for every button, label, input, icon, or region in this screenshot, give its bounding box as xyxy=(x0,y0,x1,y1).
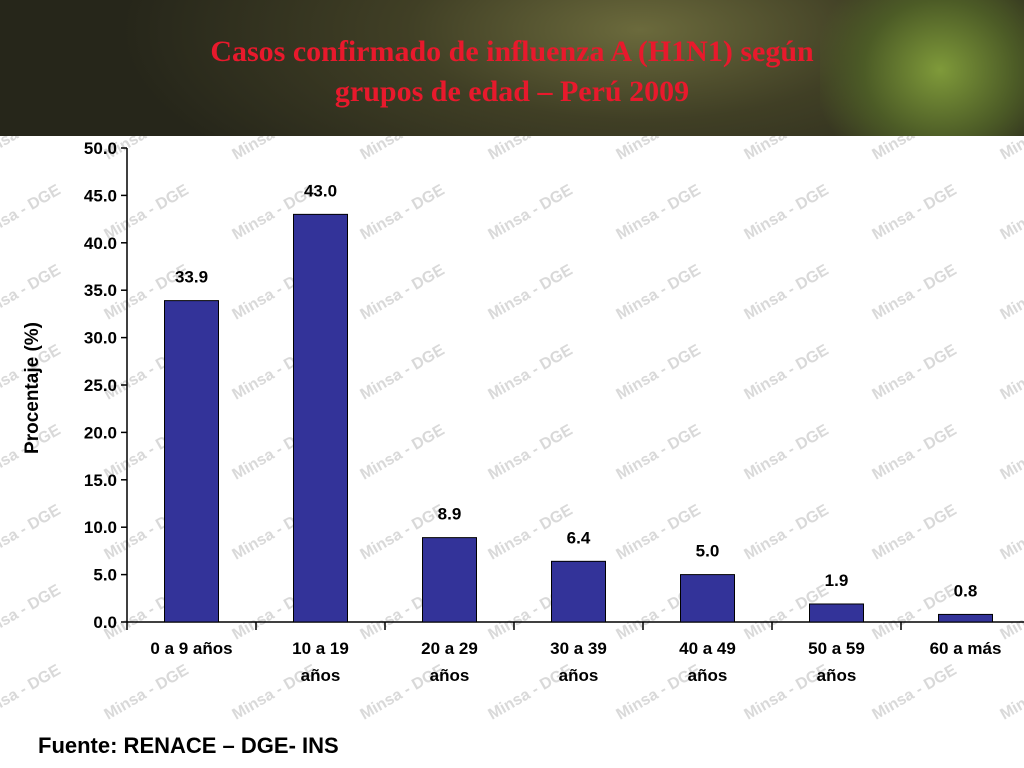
data-label-1: 43.0 xyxy=(304,181,337,200)
watermark-40: Minsa - DGE xyxy=(486,421,576,483)
watermark-31: Minsa - DGE xyxy=(486,341,576,403)
watermark-13: Minsa - DGE xyxy=(486,181,576,243)
y-tick-label-4: 20.0 xyxy=(84,423,117,442)
y-tick-label-8: 40.0 xyxy=(84,234,117,253)
watermark-43: Minsa - DGE xyxy=(870,421,960,483)
y-axis-label: Procentaje (%) xyxy=(22,322,43,454)
chart-labels: 33.9 0 a 9 años 43.0 10 a 19 años 8.9 20 a 29 a… xyxy=(150,181,1001,685)
y-tick-label-6: 30.0 xyxy=(84,329,117,348)
bar-0 xyxy=(164,300,219,623)
watermark-9: Minsa - DGE xyxy=(0,181,64,243)
watermark-52: Minsa - DGE xyxy=(870,501,960,563)
watermark-33: Minsa - DGE xyxy=(742,341,832,403)
y-tick-label-5: 25.0 xyxy=(84,376,117,395)
category-label-1-0: 10 a 19 xyxy=(292,639,349,658)
y-tick-label-0: 0.0 xyxy=(93,613,117,632)
watermark-39: Minsa - DGE xyxy=(358,421,448,483)
data-label-6: 0.8 xyxy=(954,581,978,600)
y-tick-label-1: 5.0 xyxy=(93,566,117,585)
category-label-4-1: años xyxy=(688,666,728,685)
watermark-53: Minsa - DGE xyxy=(998,501,1024,563)
data-label-4: 5.0 xyxy=(696,542,720,561)
watermark-35: Minsa - DGE xyxy=(998,341,1024,403)
watermark-17: Minsa - DGE xyxy=(998,181,1024,243)
slide-title: Casos confirmado de influenza A (H1N1) s… xyxy=(0,32,1024,112)
bar-3 xyxy=(551,560,606,623)
category-label-6-0: 60 a más xyxy=(930,639,1002,658)
watermark-45: Minsa - DGE xyxy=(0,501,64,563)
bar-1 xyxy=(293,213,348,623)
bar-4 xyxy=(680,574,735,623)
data-label-2: 8.9 xyxy=(438,505,462,524)
category-label-4-0: 40 a 49 xyxy=(679,639,736,658)
category-label-0-0: 0 a 9 años xyxy=(150,639,232,658)
watermark-12: Minsa - DGE xyxy=(358,181,448,243)
category-label-1-1: años xyxy=(301,666,341,685)
slide-title-line-1: Casos confirmado de influenza A (H1N1) s… xyxy=(210,35,814,68)
watermark-63: Minsa - DGE xyxy=(0,661,64,723)
watermark-34: Minsa - DGE xyxy=(870,341,960,403)
watermark-24: Minsa - DGE xyxy=(742,261,832,323)
y-tick-label-10: 50.0 xyxy=(84,139,117,158)
source-note: Fuente: RENACE – DGE- INS xyxy=(38,733,339,758)
watermark-42: Minsa - DGE xyxy=(742,421,832,483)
watermark-50: Minsa - DGE xyxy=(614,501,704,563)
watermark-23: Minsa - DGE xyxy=(614,261,704,323)
watermark-62: Minsa - DGE xyxy=(998,581,1024,643)
watermark-71: Minsa - DGE xyxy=(998,661,1024,723)
watermark-15: Minsa - DGE xyxy=(742,181,832,243)
category-label-2-1: años xyxy=(430,666,470,685)
watermark-49: Minsa - DGE xyxy=(486,501,576,563)
watermark-21: Minsa - DGE xyxy=(358,261,448,323)
y-tick-label-2: 10.0 xyxy=(84,518,117,537)
category-label-3-1: años xyxy=(559,666,599,685)
category-label-5-1: años xyxy=(817,666,857,685)
watermark-18: Minsa - DGE xyxy=(0,261,64,323)
watermark-26: Minsa - DGE xyxy=(998,261,1024,323)
y-tick-label-7: 35.0 xyxy=(84,281,117,300)
watermark-44: Minsa - DGE xyxy=(998,421,1024,483)
chart-axes: 0.0 5.0 10.0 15.0 20.0 25.0 30.0 35.0 40.0 45.0 50… xyxy=(84,139,1024,632)
title-banner: Casos confirmado de influenza A (H1N1) s… xyxy=(0,0,1024,136)
bar-6 xyxy=(938,613,993,623)
watermark-14: Minsa - DGE xyxy=(614,181,704,243)
watermark-16: Minsa - DGE xyxy=(870,181,960,243)
bar-2 xyxy=(422,537,477,623)
watermark-54: Minsa - DGE xyxy=(0,581,64,643)
category-label-2-0: 20 a 29 xyxy=(421,639,478,658)
category-label-5-0: 50 a 59 xyxy=(808,639,865,658)
slide-title-line-2: grupos de edad – Perú 2009 xyxy=(334,75,690,108)
watermark-64: Minsa - DGE xyxy=(102,661,192,723)
data-label-5: 1.9 xyxy=(825,571,849,590)
bar-5 xyxy=(809,603,864,623)
watermark-51: Minsa - DGE xyxy=(742,501,832,563)
y-tick-label-9: 45.0 xyxy=(84,186,117,205)
watermark-41: Minsa - DGE xyxy=(614,421,704,483)
watermark-30: Minsa - DGE xyxy=(358,341,448,403)
watermark-61: Minsa - DGE xyxy=(870,581,960,643)
watermark-25: Minsa - DGE xyxy=(870,261,960,323)
watermark-70: Minsa - DGE xyxy=(870,661,960,723)
watermark-32: Minsa - DGE xyxy=(614,341,704,403)
data-label-3: 6.4 xyxy=(567,528,591,547)
watermark-layer: Minsa - DGE Minsa - DGE Minsa - DGE Minsa -… xyxy=(0,101,1024,723)
watermark-22: Minsa - DGE xyxy=(486,261,576,323)
data-label-0: 33.9 xyxy=(175,268,208,287)
category-label-3-0: 30 a 39 xyxy=(550,639,607,658)
chart-bars xyxy=(164,213,993,623)
y-tick-label-3: 15.0 xyxy=(84,471,117,490)
banner-glow xyxy=(820,0,1024,136)
